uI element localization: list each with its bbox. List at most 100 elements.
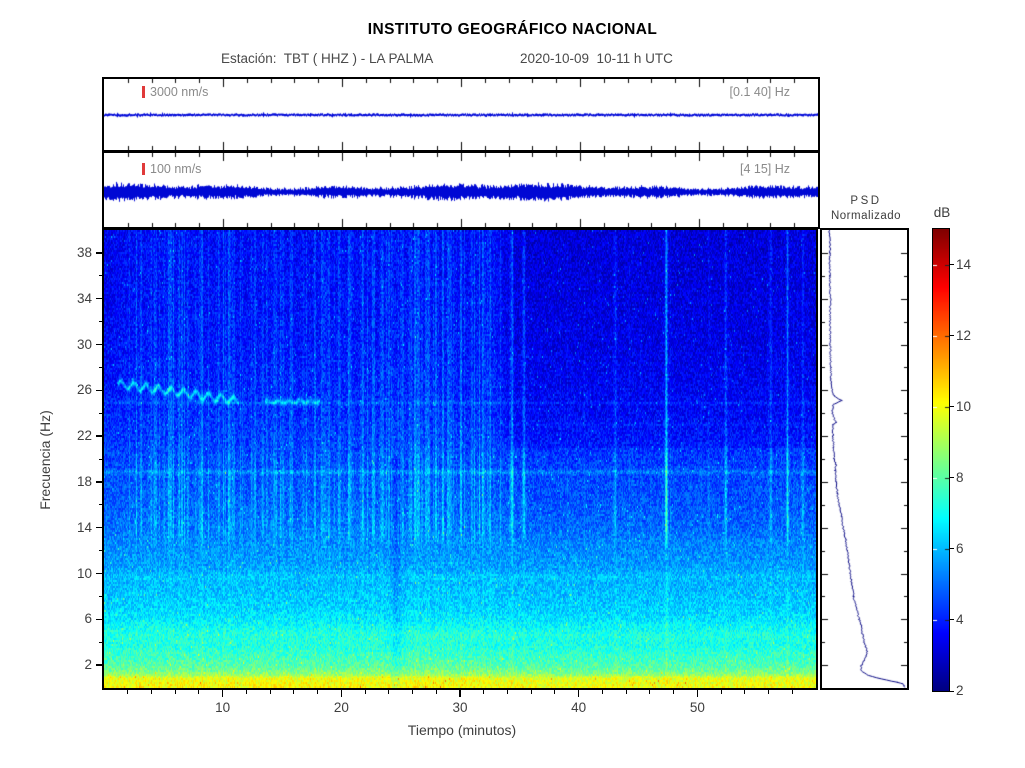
y-axis-tick-label: 2 — [84, 657, 92, 673]
colorbar-tick-label: 4 — [956, 611, 964, 627]
psd-title-line1: PSD — [850, 195, 882, 207]
y-axis-major-tick — [96, 343, 102, 346]
x-axis-minor-tick — [293, 690, 295, 694]
y-axis-tick-label: 30 — [76, 336, 92, 352]
y-axis-major-tick — [96, 389, 102, 392]
x-axis-major-tick — [577, 690, 580, 697]
x-axis-minor-tick — [649, 690, 651, 694]
y-axis-tick-label: 10 — [76, 565, 92, 581]
y-axis-major-tick — [96, 297, 102, 300]
amplitude-scale-label: 3000 nm/s — [150, 85, 209, 99]
x-axis-tick-label: 10 — [215, 700, 231, 715]
y-axis-major-tick — [96, 481, 102, 483]
x-axis-tick-label: 40 — [571, 700, 587, 715]
colorbar-tick — [950, 690, 954, 692]
psd-curve-canvas — [822, 230, 907, 688]
colorbar-tick-label: 12 — [956, 327, 972, 343]
y-axis-major-tick — [96, 252, 102, 254]
psd-title-line2: Normalizado — [830, 210, 902, 222]
x-axis-minor-tick — [150, 690, 152, 694]
x-axis-minor-tick — [198, 690, 200, 694]
x-axis-minor-tick — [720, 690, 722, 694]
y-axis-tick-label: 26 — [76, 382, 92, 398]
filter-band-label: [4 15] Hz — [739, 162, 790, 176]
amplitude-scale-bar — [142, 163, 145, 175]
colorbar-unit-label: dB — [933, 205, 951, 220]
y-axis-minor-tick — [99, 412, 102, 414]
colorbar-tick — [950, 406, 954, 408]
x-axis-minor-tick — [269, 690, 271, 694]
filtered-seismogram-panel: 100 nm/s [4 15] Hz — [102, 151, 820, 229]
x-axis-minor-tick — [625, 690, 627, 694]
colorbar-tick — [950, 548, 954, 550]
y-axis-tick-label: 6 — [84, 611, 92, 627]
x-axis-major-tick — [459, 690, 461, 697]
y-axis-minor-tick — [99, 550, 102, 552]
x-axis-minor-tick — [601, 690, 603, 694]
y-axis-major-tick — [96, 526, 102, 529]
x-axis-minor-tick — [791, 690, 793, 694]
x-axis-minor-tick — [388, 690, 390, 694]
y-axis-minor-tick — [99, 595, 102, 597]
y-axis-tick-label: 22 — [76, 428, 92, 444]
colorbar-tick-label: 2 — [956, 683, 964, 698]
y-axis-tick-label: 18 — [76, 473, 92, 489]
x-axis-minor-tick — [317, 690, 319, 694]
y-axis-major-tick — [96, 618, 102, 621]
y-axis-minor-tick — [99, 275, 102, 277]
colorbar-tick — [950, 619, 954, 621]
x-axis-minor-tick — [412, 690, 414, 694]
x-axis-major-tick — [696, 690, 699, 697]
x-axis-minor-tick — [127, 690, 129, 694]
x-axis-minor-tick — [174, 690, 176, 694]
y-axis-minor-tick — [99, 458, 102, 460]
x-axis-minor-tick — [554, 690, 556, 694]
psd-panel — [820, 228, 909, 690]
y-axis-major-tick — [96, 664, 102, 666]
station-label: Estación: TBT ( HHZ ) - LA PALMA — [221, 51, 434, 66]
broadband-seismogram-panel: 3000 nm/s [0.1 40] Hz — [102, 77, 820, 152]
x-axis-minor-tick — [483, 690, 485, 694]
x-axis-minor-tick — [744, 690, 746, 694]
colorbar — [932, 228, 950, 692]
x-axis-minor-tick — [768, 690, 770, 694]
broadband-seismogram-canvas — [104, 79, 818, 150]
page-title: INSTITUTO GEOGRÁFICO NACIONAL — [367, 21, 658, 38]
y-axis-major-tick — [96, 572, 102, 575]
datetime-label: 2020-10-09 10-11 h UTC — [520, 51, 673, 66]
y-axis-minor-tick — [99, 641, 102, 643]
x-axis-tick-label: 20 — [333, 700, 349, 715]
x-axis-minor-tick — [245, 690, 247, 694]
colorbar-tick-label: 14 — [956, 256, 972, 272]
x-axis-major-tick — [340, 690, 343, 697]
x-axis-title: Tiempo (minutos) — [407, 722, 517, 738]
colorbar-tick — [950, 477, 954, 479]
y-axis-tick-label: 34 — [76, 290, 92, 306]
colorbar-tick — [950, 264, 954, 266]
colorbar-tick-label: 10 — [956, 398, 972, 414]
amplitude-scale-bar — [142, 86, 145, 98]
x-axis-tick-label: 30 — [452, 700, 468, 715]
spectrogram-canvas — [104, 230, 816, 688]
y-axis-minor-tick — [99, 321, 102, 323]
x-axis-minor-tick — [364, 690, 366, 694]
y-axis-minor-tick — [99, 366, 102, 368]
colorbar-gradient-canvas — [933, 229, 949, 691]
x-axis-minor-tick — [435, 690, 437, 694]
y-axis-tick-label: 14 — [76, 519, 92, 535]
x-axis-minor-tick — [673, 690, 675, 694]
y-axis-tick-label: 38 — [76, 244, 92, 260]
x-axis-minor-tick — [506, 690, 508, 694]
y-axis-major-tick — [96, 435, 102, 437]
colorbar-tick — [950, 335, 954, 337]
filter-band-label: [0.1 40] Hz — [729, 85, 790, 99]
amplitude-scale-label: 100 nm/s — [150, 162, 202, 176]
spectrogram-plot — [102, 228, 818, 690]
x-axis-major-tick — [221, 690, 224, 697]
filtered-seismogram-canvas — [104, 153, 818, 227]
colorbar-tick-label: 6 — [956, 540, 964, 556]
x-axis-minor-tick — [530, 690, 532, 694]
y-axis-minor-tick — [99, 504, 102, 506]
colorbar-tick-label: 8 — [956, 469, 964, 485]
